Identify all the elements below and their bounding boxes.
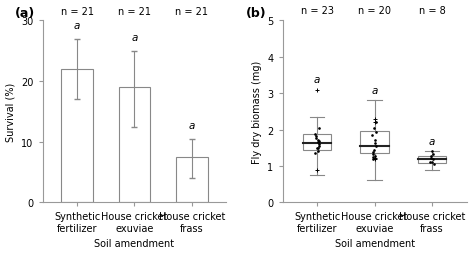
Bar: [360, 132, 389, 154]
Y-axis label: Fly dry biomass (mg): Fly dry biomass (mg): [252, 60, 262, 163]
Text: n = 21: n = 21: [61, 7, 93, 17]
Bar: [303, 134, 331, 150]
X-axis label: Soil amendment: Soil amendment: [335, 239, 415, 248]
Text: n = 23: n = 23: [301, 6, 334, 16]
Text: a: a: [131, 33, 137, 42]
Text: a: a: [372, 86, 378, 96]
Text: n = 21: n = 21: [175, 7, 209, 17]
Bar: [118, 88, 150, 202]
Bar: [176, 157, 208, 202]
Text: a: a: [74, 21, 80, 30]
Bar: [418, 156, 447, 163]
Text: a: a: [189, 120, 195, 130]
Text: a: a: [429, 136, 435, 146]
Bar: [61, 70, 93, 202]
X-axis label: Soil amendment: Soil amendment: [94, 239, 174, 248]
Text: a: a: [314, 75, 320, 85]
Text: (b): (b): [246, 7, 266, 20]
Text: n = 20: n = 20: [358, 6, 391, 16]
Text: (a): (a): [15, 7, 35, 20]
Y-axis label: Survival (%): Survival (%): [6, 82, 16, 141]
Text: n = 8: n = 8: [419, 6, 446, 16]
Text: n = 21: n = 21: [118, 7, 151, 17]
